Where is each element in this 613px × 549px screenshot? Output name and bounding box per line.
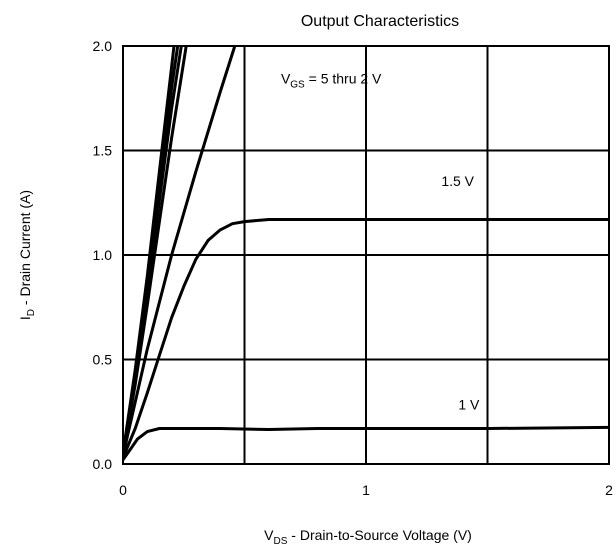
annotation-vgs-range-sub: GS — [290, 80, 305, 91]
grid — [123, 46, 609, 464]
annotation-vgs-1-5: 1.5 V — [441, 173, 474, 189]
annotation-vgs-range-rest: = 5 thru 2 V — [305, 71, 382, 87]
y-axis-label-sub: D — [26, 309, 37, 316]
x-tick-label: 1 — [362, 482, 370, 498]
series-line-vgs-1-5 — [123, 218, 609, 460]
y-ticks: 0.0 0.5 1.0 1.5 2.0 — [93, 38, 113, 472]
y-tick-label: 2.0 — [93, 38, 113, 54]
annotation-vgs-range-main: V — [281, 71, 291, 87]
annotation-vgs-1: 1 V — [458, 397, 480, 413]
y-axis-label-rest: - Drain Current (A) — [17, 190, 33, 309]
x-tick-label: 2 — [605, 482, 613, 498]
x-axis-label-main: V — [264, 527, 274, 543]
series-line-vgs-1 — [123, 425, 609, 462]
x-tick-label: 0 — [119, 482, 127, 498]
x-ticks: 0 1 2 — [119, 482, 613, 498]
y-tick-label: 1.0 — [93, 247, 113, 263]
series-layer — [123, 46, 609, 462]
y-axis-label: ID - Drain Current (A) — [17, 190, 37, 320]
x-axis-label-rest: - Drain-to-Source Voltage (V) — [287, 527, 471, 543]
series-line-vgs-4 — [123, 46, 180, 456]
y-tick-label: 0.5 — [93, 352, 113, 368]
x-axis-label: VDS - Drain-to-Source Voltage (V) — [264, 527, 472, 547]
y-tick-label: 1.5 — [93, 143, 113, 159]
x-axis-label-sub: DS — [274, 536, 288, 547]
series-line-vgs-2-5 — [123, 46, 188, 456]
plot-frame — [122, 45, 610, 465]
y-tick-label: 0.0 — [93, 456, 113, 472]
series-line-vgs-2 — [123, 46, 237, 458]
y-axis-label-main: I — [17, 316, 33, 320]
chart-title: Output Characteristics — [301, 13, 459, 30]
annotation-vgs-range: VGS = 5 thru 2 V — [281, 71, 382, 91]
